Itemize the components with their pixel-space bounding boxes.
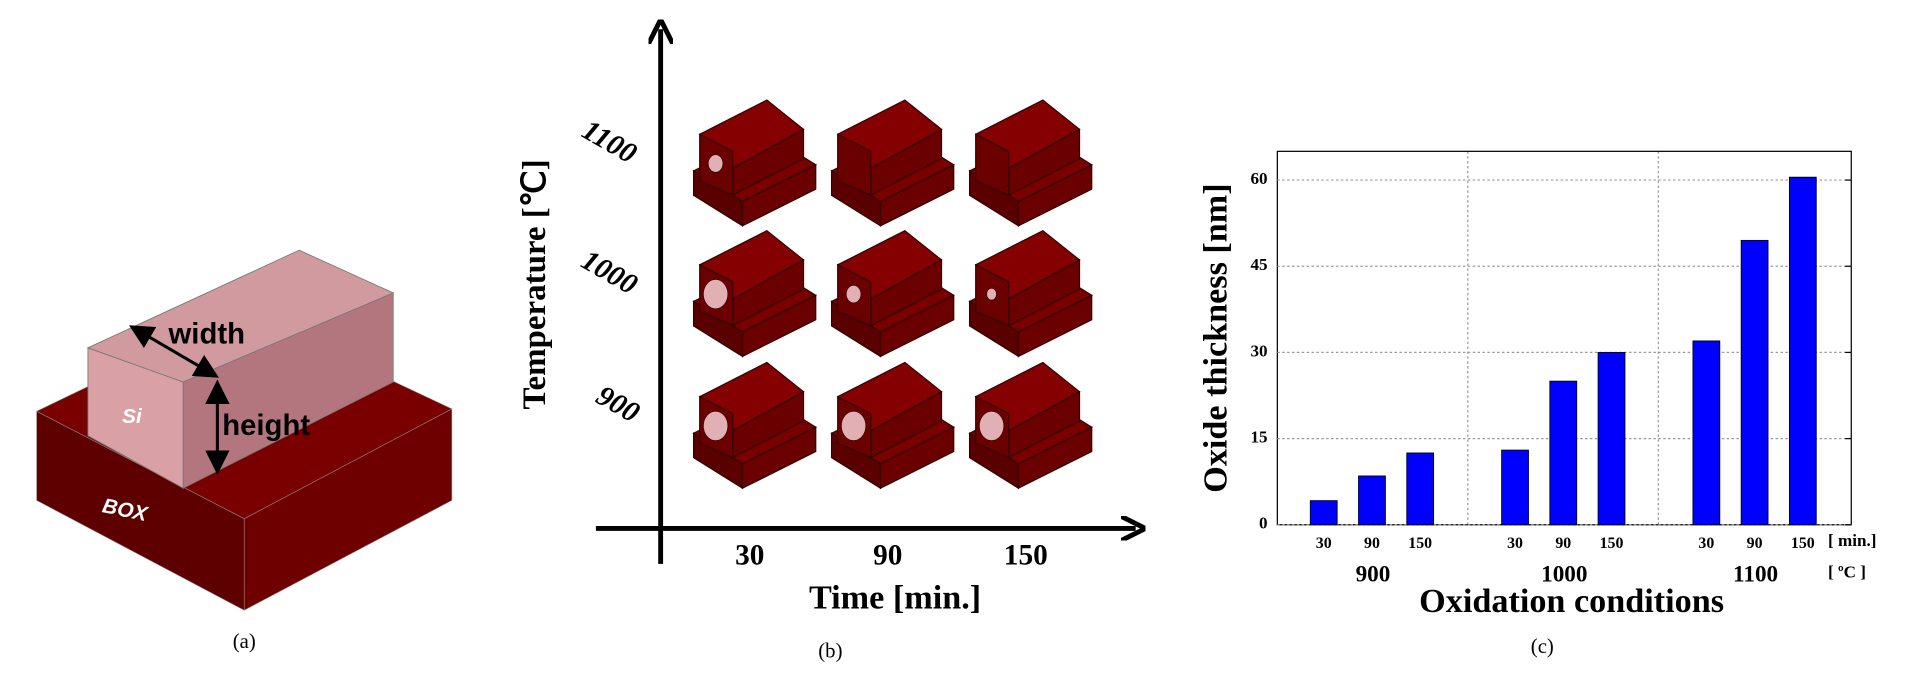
group-label: 1000 [1541, 561, 1587, 587]
si-core [986, 287, 997, 301]
time-tick-label: 150 [1004, 539, 1048, 571]
y-axis-title: Temperature [℃] [517, 159, 553, 409]
y-tick-label: 0 [1259, 514, 1268, 533]
bar [1740, 239, 1769, 526]
x-axis-title: Time [min.] [809, 579, 981, 616]
category-label: 150 [1408, 535, 1432, 552]
bar [1501, 449, 1529, 526]
caption-a: (a) [233, 631, 256, 653]
bar [1549, 380, 1578, 526]
y-axis-title: Oxide thickness [nm] [1198, 183, 1235, 492]
bar [1597, 351, 1626, 526]
width-label: width [168, 317, 245, 350]
category-unit: [ min.] [1828, 531, 1876, 550]
category-label: 90 [1747, 535, 1763, 552]
category-label: 150 [1791, 535, 1815, 552]
category-label: 30 [1316, 535, 1332, 552]
si-core [703, 279, 729, 310]
panel-c: Oxide thickness [nm] Oxidation condition… [1198, 150, 1876, 658]
temperature-tick-label: 1100 [577, 114, 643, 170]
category-label: 30 [1698, 535, 1714, 552]
oxidized-fin [830, 361, 955, 490]
y-tick-label: 30 [1250, 341, 1267, 360]
oxidized-fin [968, 361, 1093, 490]
si-core [979, 410, 1005, 441]
si-core [845, 285, 862, 304]
group-label: 1100 [1733, 561, 1778, 587]
y-tick-label: 45 [1250, 255, 1267, 274]
oxidized-fin [692, 361, 817, 490]
caption-c: (c) [1531, 636, 1554, 658]
oxidized-fin [830, 99, 955, 227]
fin-front [975, 133, 1010, 197]
panel-a: width height Si BOX (a) [35, 249, 453, 653]
si-core [707, 154, 724, 173]
temperature-tick-label: 900 [591, 380, 645, 430]
group-label: 900 [1356, 561, 1391, 587]
group-unit: [ ºC ] [1828, 563, 1866, 582]
oxidized-fin [968, 229, 1093, 358]
time-tick-label: 30 [735, 539, 764, 571]
category-label: 90 [1364, 535, 1380, 552]
bar [1358, 475, 1386, 526]
height-label: height [222, 409, 310, 442]
oxidized-fin [692, 229, 817, 358]
oxidized-fin [830, 229, 955, 358]
panel-b: Temperature [℃] Time [min.] (b) 1100 1000… [517, 29, 1136, 663]
category-label: 30 [1507, 535, 1523, 552]
time-tick-label: 90 [873, 539, 902, 571]
temperature-tick-label: 1000 [576, 244, 643, 301]
y-tick-label: 15 [1250, 428, 1267, 447]
bar [1692, 340, 1721, 526]
y-tick-label: 60 [1250, 169, 1267, 188]
category-label: 150 [1600, 535, 1624, 552]
width-arrow [129, 325, 219, 378]
si-core [841, 410, 867, 441]
oxidized-fin [968, 99, 1093, 227]
fin-front [837, 133, 872, 197]
oxidized-fin [692, 99, 817, 227]
bar [1406, 452, 1435, 526]
si-label: Si [122, 405, 143, 428]
si-core [703, 410, 729, 441]
x-axis-title: Oxidation conditions [1419, 583, 1724, 620]
bar [1788, 176, 1817, 526]
bar [1309, 500, 1338, 526]
category-label: 90 [1555, 535, 1571, 552]
caption-b: (b) [818, 641, 842, 663]
